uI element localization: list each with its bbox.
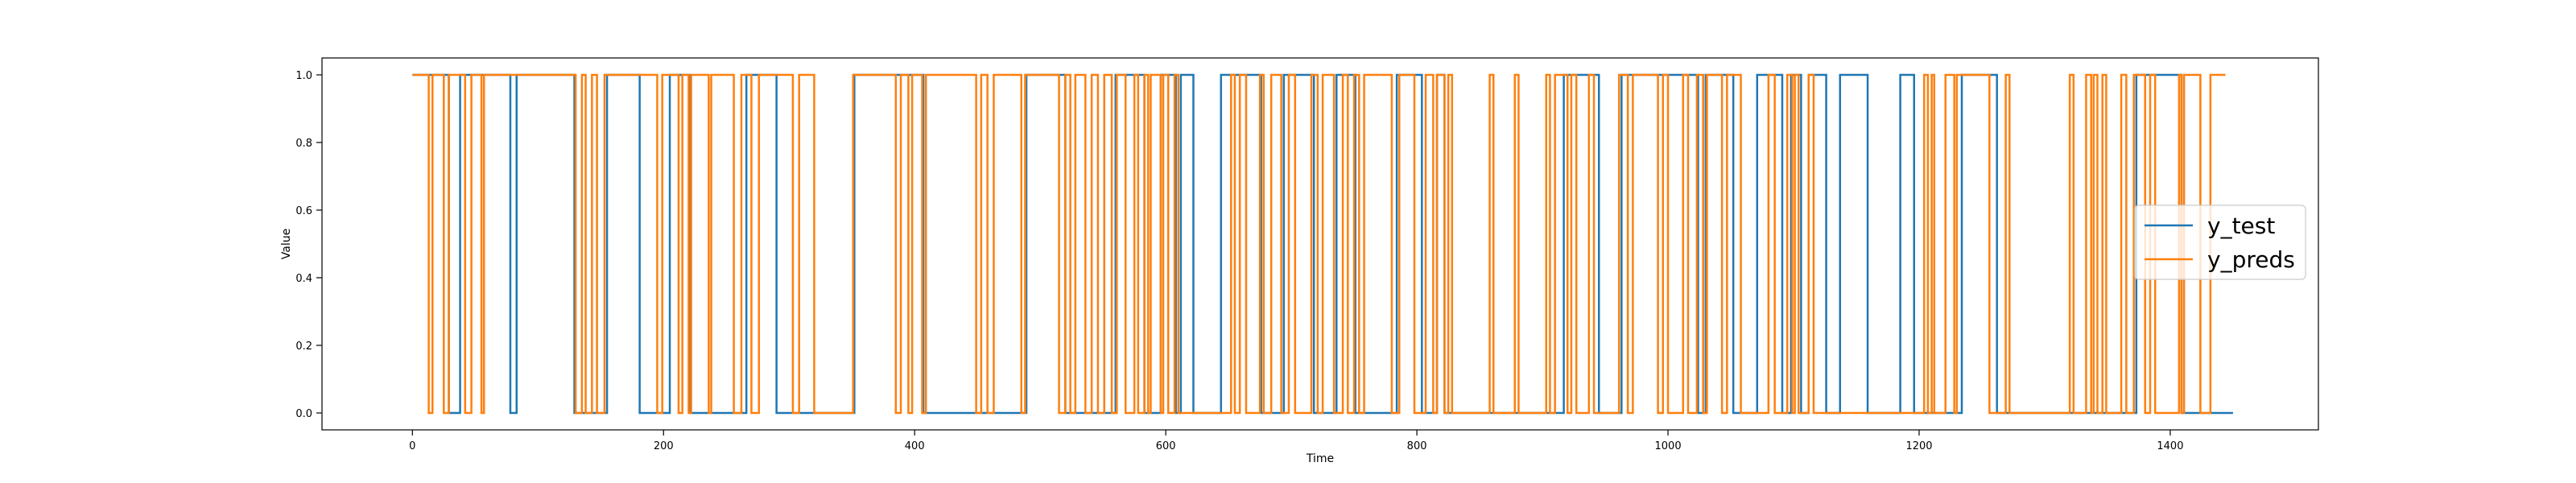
x-tick-label: 0	[409, 440, 415, 452]
x-tick-label: 1400	[2157, 440, 2183, 452]
y-axis: 0.0 0.2 0.4 0.6 0.8 1.0	[295, 70, 322, 420]
legend-label-y-test: y_test	[2207, 213, 2275, 239]
y-tick-label: 1.0	[295, 70, 312, 82]
legend: y_test y_preds	[2134, 204, 2306, 280]
legend-box	[2134, 204, 2306, 280]
x-tick-label: 600	[1156, 440, 1176, 452]
series-line-y-test	[412, 73, 2233, 415]
x-axis-label: Time	[1306, 452, 1334, 465]
legend-label-y-preds: y_preds	[2207, 246, 2295, 273]
y-tick-label: 0.2	[295, 341, 312, 353]
y-tick-label: 0.0	[295, 408, 312, 420]
plot-frame	[321, 57, 2319, 431]
x-tick-label: 400	[905, 440, 925, 452]
y-tick-label: 0.8	[295, 138, 312, 150]
y-tick-label: 0.6	[295, 205, 312, 217]
x-tick-label: 1200	[1905, 440, 1932, 452]
x-tick-label: 200	[654, 440, 674, 452]
y-axis-label: Value	[280, 229, 293, 259]
x-tick-label: 800	[1407, 440, 1427, 452]
series-layer	[412, 73, 2233, 415]
y-tick-label: 0.4	[295, 273, 312, 285]
x-axis: 0 200 400 600 800 1000 1200 1400	[409, 430, 2183, 452]
series-line-y-preds	[412, 73, 2226, 415]
x-tick-label: 1000	[1655, 440, 1682, 452]
